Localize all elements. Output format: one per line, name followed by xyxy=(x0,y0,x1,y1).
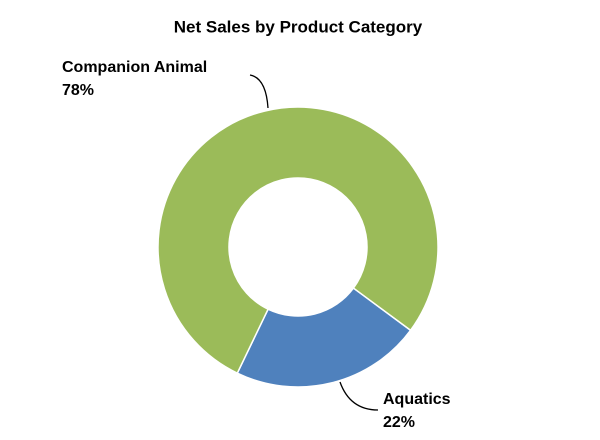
donut-segment xyxy=(157,106,439,375)
chart-title: Net Sales by Product Category xyxy=(174,17,423,36)
value-label: 22% xyxy=(383,414,415,431)
category-label: Aquatics xyxy=(383,391,451,408)
leader-line xyxy=(249,74,269,109)
category-label: Companion Animal xyxy=(62,59,207,76)
donut-segment xyxy=(236,286,412,388)
value-label: 78% xyxy=(62,82,94,99)
leader-line xyxy=(339,381,379,411)
